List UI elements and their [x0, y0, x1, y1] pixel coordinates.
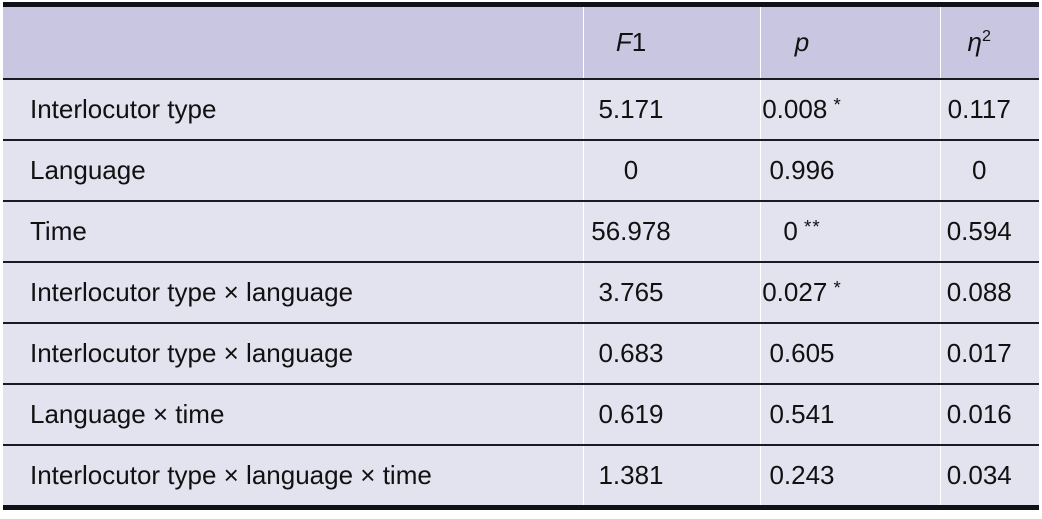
significance-asterisk: *: [827, 277, 842, 298]
p-value-cell: 0.027 *: [759, 262, 940, 323]
factor-cell: Interlocutor type × language: [30, 277, 354, 307]
table-header: F1 p η2: [3, 4, 1039, 80]
p-value: 0: [783, 216, 798, 246]
p-italic-letter: p: [794, 27, 810, 57]
factor-cell: Interlocutor type × language × time: [30, 460, 432, 490]
eta-squared-value-cell: 0.016: [939, 384, 1039, 445]
p-value-cell: 0.996: [759, 140, 940, 201]
p-value: 0.541: [769, 399, 835, 429]
f1-value-cell: 0.619: [582, 384, 760, 445]
p-value-cell: 0 **: [759, 201, 940, 262]
eta-squared-value-cell: 0.594: [939, 201, 1039, 262]
factor-cell: Interlocutor type: [30, 94, 217, 124]
table-body: Interlocutor type 5.171 0.008 * 0.117 La…: [3, 79, 1039, 508]
f1-value-cell: 3.765: [582, 262, 760, 323]
p-value: 0.027: [762, 277, 828, 307]
eta-squared-value-cell: 0.017: [939, 323, 1039, 384]
table-row: Language 0 0.996 0: [3, 140, 1039, 201]
table-row: Interlocutor type × language × time 1.38…: [3, 445, 1039, 508]
p-value-cell: 0.008 *: [759, 79, 940, 140]
eta-italic-letter: η: [967, 27, 982, 57]
eta-exponent: 2: [981, 27, 991, 45]
header-cell-eta-squared: η2: [939, 4, 1039, 79]
eta-squared-value-cell: 0.034: [939, 445, 1039, 508]
table-row: Interlocutor type × language 0.683 0.605…: [3, 323, 1039, 384]
table-row: Language × time 0.619 0.541 0.016: [3, 384, 1039, 445]
p-value-cell: 0.605: [759, 323, 940, 384]
f1-italic-letter: F: [615, 27, 632, 57]
anova-results-table-container: F1 p η2 Interlocutor type 5.171 0.008 * …: [3, 2, 1039, 510]
factor-cell: Interlocutor type × language: [30, 338, 354, 368]
significance-asterisk: **: [797, 216, 821, 237]
p-value-cell: 0.541: [759, 384, 940, 445]
f1-digit: 1: [631, 27, 647, 57]
p-value: 0.605: [769, 338, 835, 368]
header-cell-f1: F1: [582, 4, 760, 79]
anova-results-table: F1 p η2 Interlocutor type 5.171 0.008 * …: [3, 2, 1039, 510]
table-row: Interlocutor type × language 3.765 0.027…: [3, 262, 1039, 323]
f1-value-cell: 5.171: [582, 79, 760, 140]
header-cell-p: p: [759, 4, 940, 79]
header-row: F1 p η2: [3, 4, 1039, 80]
f1-value-cell: 1.381: [582, 445, 760, 508]
p-value: 0.008: [762, 94, 828, 124]
factor-cell: Language: [30, 155, 146, 185]
eta-squared-value-cell: 0.117: [939, 79, 1039, 140]
table-row: Interlocutor type 5.171 0.008 * 0.117: [3, 79, 1039, 140]
p-value: 0.996: [769, 155, 835, 185]
factor-cell: Language × time: [30, 399, 225, 429]
table-row: Time 56.978 0 ** 0.594: [3, 201, 1039, 262]
f1-value-cell: 0.683: [582, 323, 760, 384]
f1-value-cell: 56.978: [582, 201, 760, 262]
p-value: 0.243: [769, 460, 835, 490]
p-value-cell: 0.243: [759, 445, 940, 508]
factor-cell: Time: [30, 216, 87, 246]
significance-asterisk: *: [827, 94, 842, 115]
header-cell-factor: [3, 5, 583, 80]
eta-squared-value-cell: 0: [939, 140, 1039, 201]
f1-value-cell: 0: [582, 140, 760, 201]
eta-squared-value-cell: 0.088: [939, 262, 1039, 323]
